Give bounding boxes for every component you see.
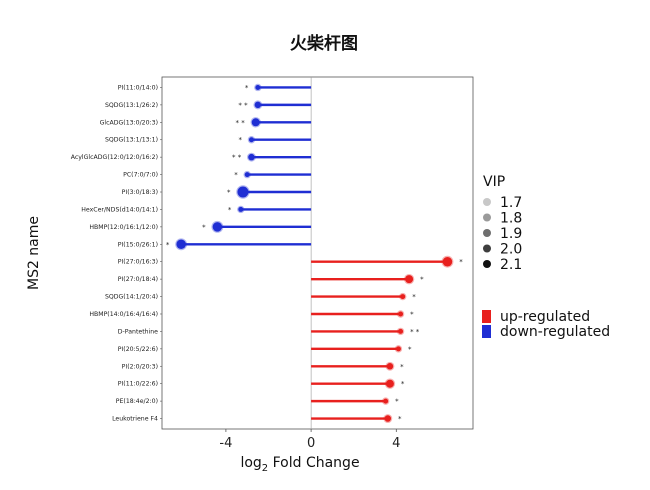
y-tick-label: PC(7:0/7:0) [123,172,158,179]
regulation-legend-label: up-regulated [500,309,590,325]
lollipop-dot [176,239,186,250]
y-tick-label: PI(20:5/22:6) [118,346,158,353]
x-tick-label: 0 [307,436,315,451]
lollipop-dot [385,379,394,388]
x-axis-label-rest: Fold Change [268,455,359,471]
x-axis-label-subscript: 2 [262,463,268,474]
significance-label: * [395,398,399,406]
lollipop-dot [255,84,261,90]
y-tick-label: GlcADG(13:0/20:3) [100,119,158,126]
x-tick-label: 4 [392,436,400,451]
x-tick-label: -4 [219,436,232,451]
significance-label: * [408,345,412,353]
vip-legend-title: VIP [483,174,505,190]
lollipop-dot [212,222,223,232]
significance-label: * [166,241,170,249]
y-tick-label: Leukotriene F4 [112,416,158,423]
lollipop-dot [400,294,406,300]
lollipop-dot [251,118,260,127]
y-tick-label: PI(2:0/20:3) [122,363,158,370]
lollipop-dot [395,346,401,352]
lollipop-dot [383,398,389,404]
y-tick-label: PI(11:0/14:0) [118,84,158,91]
significance-label: * [401,380,405,388]
vip-legend: VIP 1.71.81.92.02.1 [483,174,522,273]
significance-label: * [238,136,242,144]
y-axis-label: MS2 name [26,216,42,290]
vip-legend-swatch [483,213,491,222]
chart-title: 火柴杆图 [290,33,358,54]
plot-frame [161,76,474,430]
lollipop-dot [248,153,255,161]
y-tick-labels: PI(11:0/14:0) SQDG(13:1/26:2) GlcADG(13:0/… [71,84,162,423]
vip-legend-swatch [483,229,491,237]
y-tick-label: SQDG(13:1/13:1) [105,137,158,144]
lollipop-dot [442,256,453,267]
lollipop-dot [398,328,404,334]
y-tick-label: PI(27:0/16:3) [118,259,158,266]
x-axis-label-log: log [240,455,261,471]
significance-label: * [227,189,231,197]
significance-label: * [202,223,206,231]
regulation-legend-swatch [482,325,491,338]
x-tick-labels: -4 0 4 [219,429,400,451]
y-tick-label: HBMP(12:0/16:1/12:0) [89,224,158,231]
significance-label: * [400,363,404,371]
vip-legend-label: 1.9 [500,226,522,242]
regulation-legend-label: down-regulated [500,324,610,340]
regulation-legend-swatch [482,310,491,323]
lollipop-dot [254,101,262,109]
vip-legend-swatch [483,260,491,268]
lollipop-dot [398,311,404,317]
y-tick-label: PI(15:0/26:1) [118,241,158,248]
y-tick-label: HBMP(14:0/16:4/16:4) [89,311,158,318]
vip-legend-label: 1.8 [500,211,522,227]
significance-label: * * [410,328,420,336]
vip-legend-label: 1.7 [500,195,522,211]
significance-label: * * [232,154,242,162]
lollipop-dot [248,137,254,143]
significance-label: * [234,171,238,179]
significance-label: * * [238,101,248,109]
y-tick-label: PI(11:0/22:6) [118,381,158,388]
vip-legend-swatch [483,244,491,253]
y-tick-label: HexCer/NDS(d14:0/14:1) [81,206,158,213]
y-tick-label: SQDG(13:1/26:2) [105,102,158,109]
lollipop-dot [384,415,392,422]
lollipop-dot [238,206,244,212]
x-axis-label: log2 Fold Change [240,455,359,474]
lollipop-dot [237,186,249,198]
lollipop-dot [386,363,394,370]
lollipop-dot [244,172,250,178]
significance-label: * [410,310,414,318]
significance-label: * [398,415,402,423]
significance-label: * * [235,119,245,127]
y-tick-label: D-Pantethine [118,328,158,335]
significance-label: * [420,276,424,284]
significance-label: * [228,206,232,214]
y-tick-label: SQDG(14:1/20:4) [105,294,158,301]
lollipop-dot [405,275,414,284]
y-tick-label: PI(3:0/18:3) [122,189,158,196]
y-tick-label: PI(27:0/18:4) [118,276,158,283]
significance-label: * [245,84,249,92]
vip-legend-swatch [483,198,491,206]
vip-legend-label: 2.1 [500,257,522,273]
lollipop-marks: * * * * * * * * * * * * * * * * * * * * * * * * [166,83,463,423]
vip-legend-label: 2.0 [500,242,522,258]
y-tick-label: AcylGlcADG(12:0/12:0/16:2) [71,154,158,161]
significance-label: * [459,258,463,266]
significance-label: * [412,293,416,301]
y-tick-label: PE(18:4e/2:0) [116,398,158,405]
